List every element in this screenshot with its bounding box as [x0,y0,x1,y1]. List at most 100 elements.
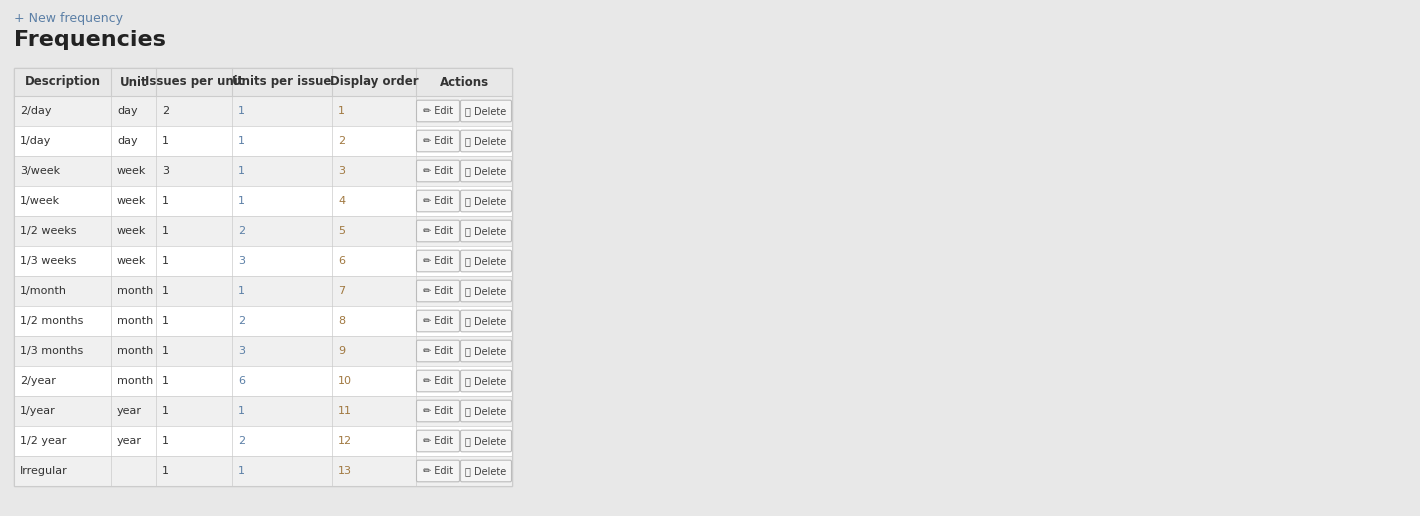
Text: 3: 3 [338,166,345,176]
FancyBboxPatch shape [416,370,460,392]
FancyBboxPatch shape [460,430,511,452]
FancyBboxPatch shape [460,220,511,242]
Text: 🗑 Delete: 🗑 Delete [466,226,507,236]
Text: ✏ Edit: ✏ Edit [423,106,453,116]
Text: week: week [116,256,146,266]
Text: 2: 2 [239,316,246,326]
Text: 1/2 months: 1/2 months [20,316,84,326]
Text: 6: 6 [338,256,345,266]
Text: + New frequency: + New frequency [14,12,124,25]
Bar [14,216,513,246]
Text: 1/3 months: 1/3 months [20,346,84,356]
Bar [14,276,513,306]
Text: 1: 1 [239,196,246,206]
Text: 🗑 Delete: 🗑 Delete [466,166,507,176]
Text: month: month [116,286,153,296]
Text: Actions: Actions [439,75,488,89]
Text: 1/2 year: 1/2 year [20,436,67,446]
Text: ✏ Edit: ✏ Edit [423,436,453,446]
Text: 1: 1 [162,376,169,386]
Text: week: week [116,226,146,236]
Bar [14,68,513,486]
Bar [14,456,513,486]
Text: ✏ Edit: ✏ Edit [423,136,453,146]
Text: week: week [116,196,146,206]
Text: 9: 9 [338,346,345,356]
Text: 1: 1 [338,106,345,116]
Bar [14,126,513,156]
Text: ✏ Edit: ✏ Edit [423,286,453,296]
Text: 1: 1 [162,256,169,266]
FancyBboxPatch shape [460,310,511,332]
FancyBboxPatch shape [460,400,511,422]
Text: 🗑 Delete: 🗑 Delete [466,466,507,476]
FancyBboxPatch shape [416,220,460,242]
Text: 3: 3 [162,166,169,176]
Text: 🗑 Delete: 🗑 Delete [466,436,507,446]
Text: ✏ Edit: ✏ Edit [423,316,453,326]
Text: 4: 4 [338,196,345,206]
FancyBboxPatch shape [460,100,511,122]
Text: 1: 1 [162,406,169,416]
Text: year: year [116,436,142,446]
Text: Frequencies: Frequencies [14,30,166,50]
Text: 🗑 Delete: 🗑 Delete [466,196,507,206]
Text: month: month [116,316,153,326]
FancyBboxPatch shape [416,340,460,362]
Text: 2/day: 2/day [20,106,51,116]
Text: 2/year: 2/year [20,376,55,386]
Text: Unit: Unit [119,75,148,89]
Text: 1/week: 1/week [20,196,60,206]
Text: 2: 2 [239,226,246,236]
Bar [14,68,513,96]
FancyBboxPatch shape [460,460,511,482]
Text: ✏ Edit: ✏ Edit [423,346,453,356]
Text: 🗑 Delete: 🗑 Delete [466,316,507,326]
Text: 1: 1 [162,196,169,206]
Text: 3/week: 3/week [20,166,60,176]
Text: 13: 13 [338,466,352,476]
Text: day: day [116,136,138,146]
Text: ✏ Edit: ✏ Edit [423,466,453,476]
Text: 1: 1 [162,436,169,446]
Bar [14,96,513,126]
Text: day: day [116,106,138,116]
FancyBboxPatch shape [416,100,460,122]
Bar [14,246,513,276]
Text: 1: 1 [162,136,169,146]
Text: 1/year: 1/year [20,406,55,416]
FancyBboxPatch shape [460,160,511,182]
Text: 1: 1 [239,166,246,176]
Text: 1: 1 [239,286,246,296]
Bar [14,306,513,336]
Text: year: year [116,406,142,416]
Bar [14,156,513,186]
Text: ✏ Edit: ✏ Edit [423,166,453,176]
Text: 12: 12 [338,436,352,446]
Text: 1/day: 1/day [20,136,51,146]
FancyBboxPatch shape [416,130,460,152]
Text: 2: 2 [239,436,246,446]
Text: 1/month: 1/month [20,286,67,296]
FancyBboxPatch shape [416,430,460,452]
Bar [14,68,513,486]
Text: 🗑 Delete: 🗑 Delete [466,106,507,116]
Text: 3: 3 [239,256,246,266]
Text: 🗑 Delete: 🗑 Delete [466,346,507,356]
Text: Display order: Display order [329,75,419,89]
FancyBboxPatch shape [460,250,511,272]
Bar [14,186,513,216]
Text: 11: 11 [338,406,352,416]
Text: 1/2 weeks: 1/2 weeks [20,226,77,236]
Text: 1: 1 [239,136,246,146]
Text: 🗑 Delete: 🗑 Delete [466,256,507,266]
FancyBboxPatch shape [460,340,511,362]
Text: 🗑 Delete: 🗑 Delete [466,406,507,416]
Text: 1: 1 [162,466,169,476]
FancyBboxPatch shape [460,280,511,302]
Text: 1/3 weeks: 1/3 weeks [20,256,77,266]
Text: ✏ Edit: ✏ Edit [423,376,453,386]
Text: 1: 1 [239,106,246,116]
Text: 🗑 Delete: 🗑 Delete [466,286,507,296]
FancyBboxPatch shape [416,310,460,332]
